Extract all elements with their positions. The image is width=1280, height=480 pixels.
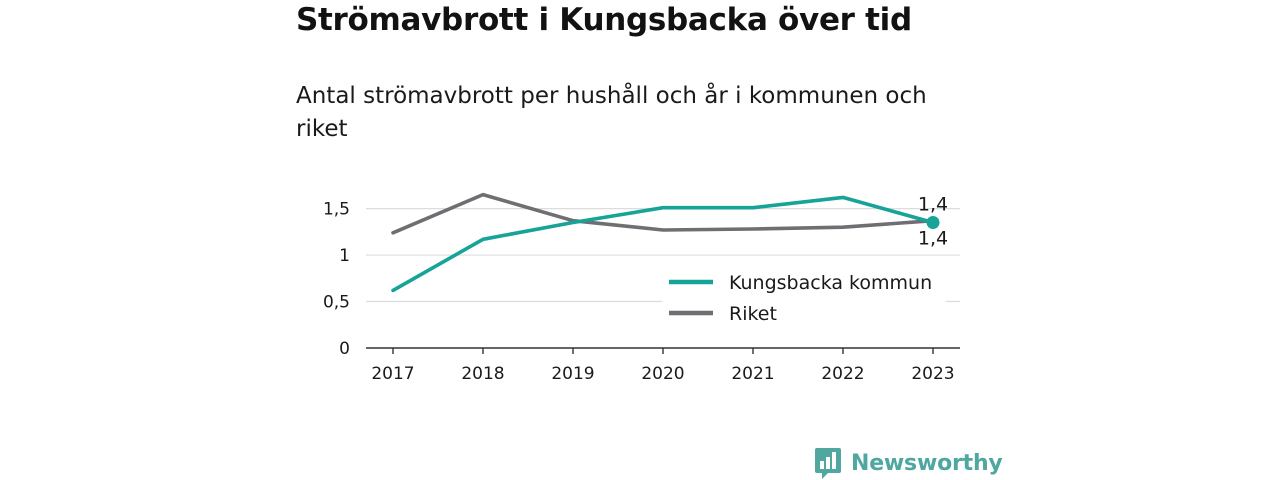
x-tick-label: 2017 — [371, 364, 414, 384]
y-tick-label: 0 — [339, 339, 350, 359]
x-tick-label: 2023 — [911, 364, 954, 384]
newsworthy-logo-icon — [815, 448, 841, 479]
newsworthy-logo: Newsworthy — [814, 446, 1003, 480]
x-tick-label: 2019 — [551, 364, 594, 384]
end-label-kungsbacka: 1,4 — [918, 194, 948, 216]
legend-label: Riket — [729, 303, 777, 325]
y-tick-label: 1 — [339, 246, 350, 266]
x-tick-label: 2022 — [821, 364, 864, 384]
end-point-marker — [926, 216, 940, 230]
chart-subtitle: Antal strömavbrott per hushåll och år i … — [296, 83, 927, 142]
end-labels: 1,4 1,4 — [918, 194, 948, 250]
y-axis-ticks: 0 0,5 1 1,5 — [323, 200, 350, 359]
end-label-riket: 1,4 — [918, 228, 948, 250]
x-tick-label: 2018 — [461, 364, 504, 384]
series-line-riket — [391, 192, 935, 235]
x-axis: 2017 2018 2019 2020 2021 2022 2023 — [366, 347, 960, 384]
y-tick-label: 1,5 — [323, 200, 350, 220]
series-line-kungsbacka — [391, 195, 935, 293]
series-lines — [391, 192, 940, 293]
legend-label: Kungsbacka kommun — [729, 272, 932, 294]
brand-name: Newsworthy — [851, 450, 1003, 476]
y-tick-label: 0,5 — [323, 293, 350, 313]
legend: Kungsbacka kommun Riket — [662, 262, 946, 330]
x-tick-label: 2020 — [641, 364, 684, 384]
legend-background — [662, 262, 946, 330]
chart-title: Strömavbrott i Kungsbacka över tid — [296, 2, 912, 38]
x-tick-label: 2021 — [731, 364, 774, 384]
